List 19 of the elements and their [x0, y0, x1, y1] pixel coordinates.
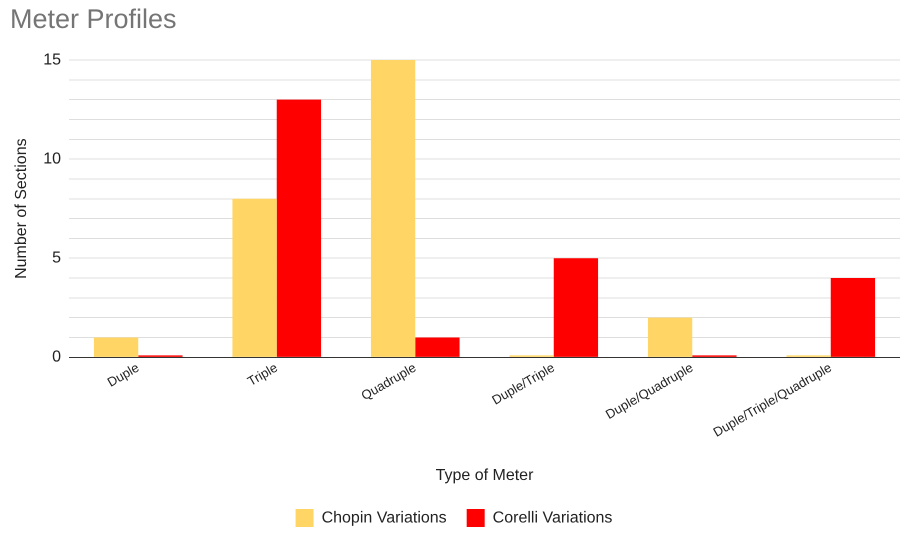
bar	[830, 278, 876, 357]
y-tick-label: 15	[43, 51, 62, 68]
x-tick-label: Duple	[104, 360, 142, 390]
legend-label: Chopin Variations	[322, 509, 447, 526]
bar	[415, 338, 460, 357]
bar	[554, 258, 598, 357]
x-axis-title: Type of Meter	[436, 466, 534, 484]
legend-label: Corelli Variations	[492, 509, 612, 526]
y-axis-title: Number of Sections	[13, 138, 30, 279]
y-tick-label: 0	[52, 348, 62, 366]
chart-title: Meter Profiles	[10, 4, 177, 35]
y-tick-label: 5	[52, 250, 62, 267]
bar	[232, 198, 277, 357]
bar	[94, 338, 138, 357]
bar	[370, 60, 416, 357]
y-tick-label: 10	[43, 150, 62, 168]
x-tick-label: Triple	[244, 360, 280, 389]
bar	[276, 100, 322, 357]
bar	[648, 318, 692, 357]
